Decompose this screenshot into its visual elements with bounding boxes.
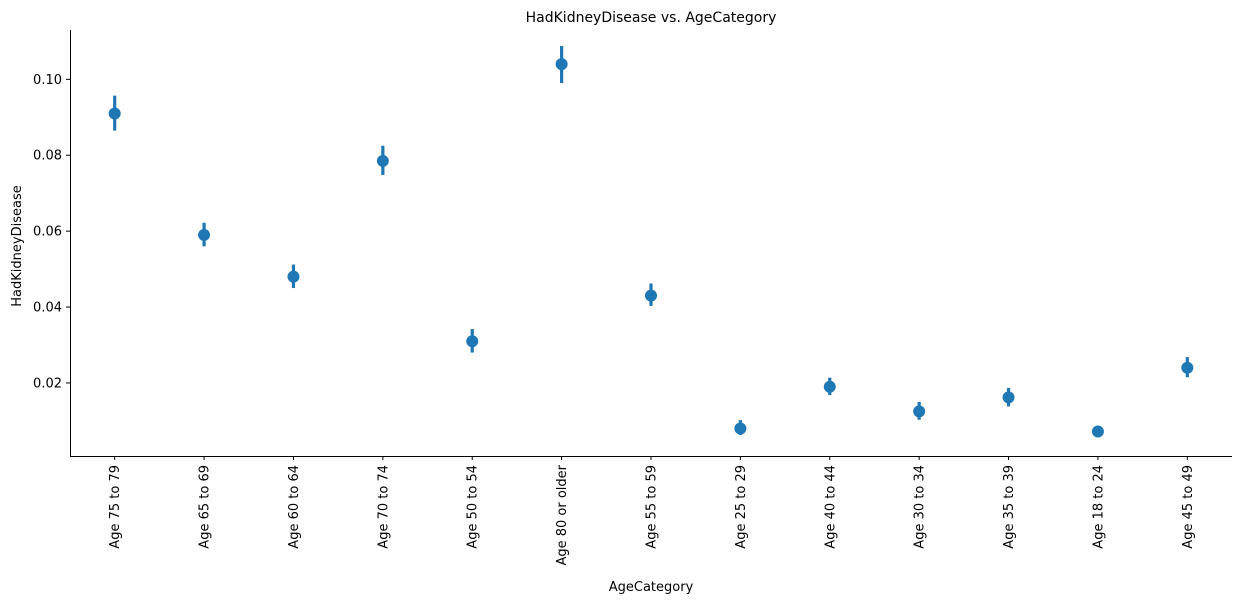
x-tick-label: Age 40 to 44 <box>823 465 838 549</box>
data-point <box>645 289 657 302</box>
x-tick-label: Age 25 to 29 <box>734 465 749 549</box>
x-tick-label: Age 30 to 34 <box>913 465 928 549</box>
chart-title: HadKidneyDisease vs. AgeCategory <box>526 10 777 26</box>
y-axis-ticks: 0.02 0.04 0.06 0.08 0.10 <box>33 73 70 391</box>
data-point <box>734 422 747 435</box>
x-tick-label: Age 70 to 74 <box>376 465 391 549</box>
data-point <box>376 154 389 167</box>
x-tick-label: Age 55 to 59 <box>645 465 660 549</box>
data-point <box>1091 425 1104 438</box>
y-tick-label: 0.10 <box>33 73 62 88</box>
x-tick-label: Age 60 to 64 <box>287 465 302 549</box>
data-point <box>555 58 568 71</box>
x-tick-label: Age 75 to 79 <box>108 465 123 549</box>
x-tick-label: Age 80 or older <box>555 464 570 565</box>
data-point <box>466 335 479 348</box>
data-point <box>108 107 121 120</box>
y-tick-label: 0.06 <box>33 225 62 240</box>
data-point <box>913 405 926 418</box>
data-marks <box>108 45 1194 438</box>
y-tick-label: 0.04 <box>33 301 62 316</box>
data-point <box>198 228 211 241</box>
x-tick-label: Age 45 to 49 <box>1181 465 1196 549</box>
y-tick-label: 0.02 <box>33 376 62 391</box>
data-point <box>1002 391 1015 404</box>
y-tick-label: 0.08 <box>33 149 62 164</box>
data-point <box>823 380 836 393</box>
data-point <box>287 270 300 283</box>
data-point <box>1181 361 1194 374</box>
x-tick-label: Age 65 to 69 <box>198 465 213 549</box>
x-axis-ticks: Age 75 to 79 Age 65 to 69 Age 60 to 64 Age … <box>108 456 1196 566</box>
plot-area: 0.02 0.04 0.06 0.08 0.10 Age 75 to 79 Age 65 … <box>33 30 1232 566</box>
x-tick-label: Age 50 to 54 <box>466 465 481 549</box>
x-tick-label: Age 18 to 24 <box>1091 465 1106 549</box>
y-axis-label: HadKidneyDisease <box>10 185 25 306</box>
x-axis-label: AgeCategory <box>609 580 694 595</box>
x-tick-label: Age 35 to 39 <box>1002 465 1017 549</box>
